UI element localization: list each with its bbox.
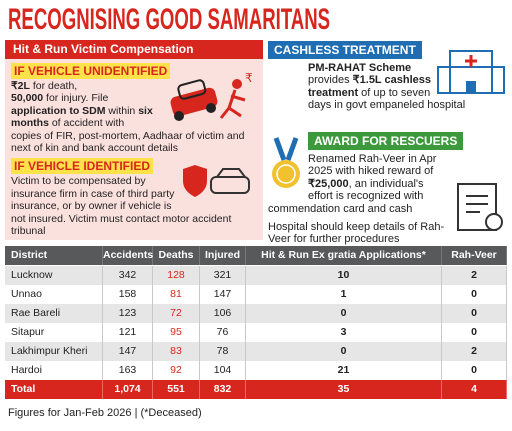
table-cell: 92 xyxy=(153,361,200,380)
table-cell: 4 xyxy=(442,380,507,399)
certificate-icon xyxy=(457,183,503,231)
compensation-heading: Hit & Run Victim Compensation xyxy=(5,40,263,59)
identified-text: Victim to be compensated by insurance fi… xyxy=(5,165,263,238)
text-bold: 50,000 xyxy=(11,92,44,105)
text: Victim to be compensated by insurance fi… xyxy=(11,175,232,238)
table-row: Sitapur 121 95 76 3 0 xyxy=(5,323,507,342)
table-cell: 83 xyxy=(153,342,200,361)
table-cell: Total xyxy=(5,380,103,399)
table-cell: 35 xyxy=(246,380,442,399)
table-cell: 147 xyxy=(200,285,246,304)
table-cell: Hit & Run Ex gratia Applications* xyxy=(246,246,442,265)
text: Renamed Rah-Veer in Apr 2025 with hiked … xyxy=(308,153,437,178)
award-heading: AWARD FOR RESCUERS xyxy=(308,132,464,150)
medal-icon xyxy=(272,137,300,188)
table-cell: 2 xyxy=(442,266,507,285)
table-cell: 0 xyxy=(442,285,507,304)
table-cell: 0 xyxy=(246,304,442,323)
insurance-icon xyxy=(183,165,250,198)
table-cell: 163 xyxy=(103,361,153,380)
table-cell: 72 xyxy=(153,304,200,323)
text-bold: ₹1.5L cashless treatment xyxy=(308,74,431,99)
table-cell: 342 xyxy=(103,266,153,285)
award-note: Hospital should keep details of Rah-Veer… xyxy=(268,221,445,246)
cashless-text: PM-RAHAT Scheme provides ₹1.5L cashless … xyxy=(268,59,508,112)
text: of accident with copies of FIR, post-mor… xyxy=(11,117,245,155)
text: of up to seven days in govt empaneled ho… xyxy=(308,86,466,112)
text-bold: PM-RAHAT Scheme xyxy=(308,62,412,74)
table-row: Rae Bareli 123 72 106 0 0 xyxy=(5,304,507,323)
table-cell: 0 xyxy=(246,342,442,361)
table-cell: 81 xyxy=(153,285,200,304)
table-cell: 128 xyxy=(153,266,200,285)
table-cell: 95 xyxy=(153,323,200,342)
table-cell: District xyxy=(5,246,103,265)
compensation-panel: Hit & Run Victim Compensation IF VEHICLE… xyxy=(5,40,263,240)
table-cell: 0 xyxy=(442,323,507,342)
text: for injury. File xyxy=(43,92,109,105)
table-cell: 104 xyxy=(200,361,246,380)
table-cell: 123 xyxy=(103,304,153,323)
table-row: Lakhimpur Kheri 147 83 78 0 2 xyxy=(5,342,507,361)
table-cell: 3 xyxy=(246,323,442,342)
table-cell: 78 xyxy=(200,342,246,361)
table-cell: Deaths xyxy=(153,246,200,265)
table-cell: Accidents xyxy=(103,246,153,265)
text: for death, xyxy=(29,80,78,92)
text-bold: application to SDM xyxy=(11,104,106,117)
table-cell: 21 xyxy=(246,361,442,380)
table-cell: 158 xyxy=(103,285,153,304)
award-text: Renamed Rah-Veer in Apr 2025 with hiked … xyxy=(268,150,508,246)
text: , an individual's effort is recognized w… xyxy=(268,177,424,215)
table-cell: 106 xyxy=(200,304,246,323)
cashless-heading: CASHLESS TREATMENT xyxy=(268,41,422,59)
table-cell: 321 xyxy=(200,266,246,285)
unidentified-text: ₹ ₹2L for death, 50,000 for injury. File… xyxy=(5,71,263,155)
text: provides xyxy=(308,74,353,87)
table-row: Total 1,074 551 832 35 4 xyxy=(5,380,507,399)
text-bold: ₹25,000 xyxy=(308,177,349,190)
footnote: Figures for Jan-Feb 2026 | (*Deceased) xyxy=(8,407,202,419)
table-cell: 10 xyxy=(246,266,442,285)
table-row: District Accidents Deaths Injured Hit & Run … xyxy=(5,246,507,265)
table-cell: 121 xyxy=(103,323,153,342)
table-cell: Hardoi xyxy=(5,361,103,380)
table-cell: 551 xyxy=(153,380,200,399)
table-cell: 147 xyxy=(103,342,153,361)
table-cell: Rah-Veer xyxy=(442,246,507,265)
table-cell: Unnao xyxy=(5,285,103,304)
text-bold: six months xyxy=(11,104,153,130)
cashless-panel: CASHLESS TREATMENT PM-RAHAT Scheme provi… xyxy=(268,41,508,112)
table-row: Hardoi 163 92 104 21 0 xyxy=(5,361,507,380)
table-row: Unnao 158 81 147 1 0 xyxy=(5,285,507,304)
accident-icon: ₹ xyxy=(170,71,253,121)
table-cell: 0 xyxy=(442,361,507,380)
text: within xyxy=(105,104,139,117)
table-cell: Lakhimpur Kheri xyxy=(5,342,103,361)
table-row: Lucknow 342 128 321 10 2 xyxy=(5,266,507,285)
hospital-icon xyxy=(437,50,505,94)
table-cell: 76 xyxy=(200,323,246,342)
table-cell: Lucknow xyxy=(5,266,103,285)
identified-heading: IF VEHICLE IDENTIFIED xyxy=(11,158,154,175)
text-bold: ₹2L xyxy=(11,80,30,92)
table-cell: 2 xyxy=(442,342,507,361)
table-cell: 1 xyxy=(246,285,442,304)
svg-text:₹: ₹ xyxy=(245,71,253,85)
table-cell: Sitapur xyxy=(5,323,103,342)
table-cell: 0 xyxy=(442,304,507,323)
title: RECOGNISING GOOD SAMARITANS xyxy=(8,3,331,36)
table-cell: Rae Bareli xyxy=(5,304,103,323)
table-cell: 1,074 xyxy=(103,380,153,399)
table-cell: Injured xyxy=(200,246,246,265)
award-panel: AWARD FOR RESCUERS Renamed Rah-Veer in A… xyxy=(268,132,508,246)
unidentified-heading: IF VEHICLE UNIDENTIFIED xyxy=(11,63,171,79)
table-cell: 832 xyxy=(200,380,246,399)
